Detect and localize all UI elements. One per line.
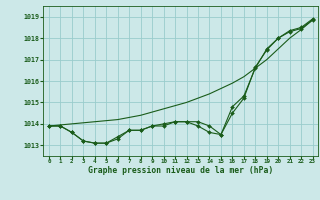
X-axis label: Graphe pression niveau de la mer (hPa): Graphe pression niveau de la mer (hPa): [88, 166, 273, 175]
